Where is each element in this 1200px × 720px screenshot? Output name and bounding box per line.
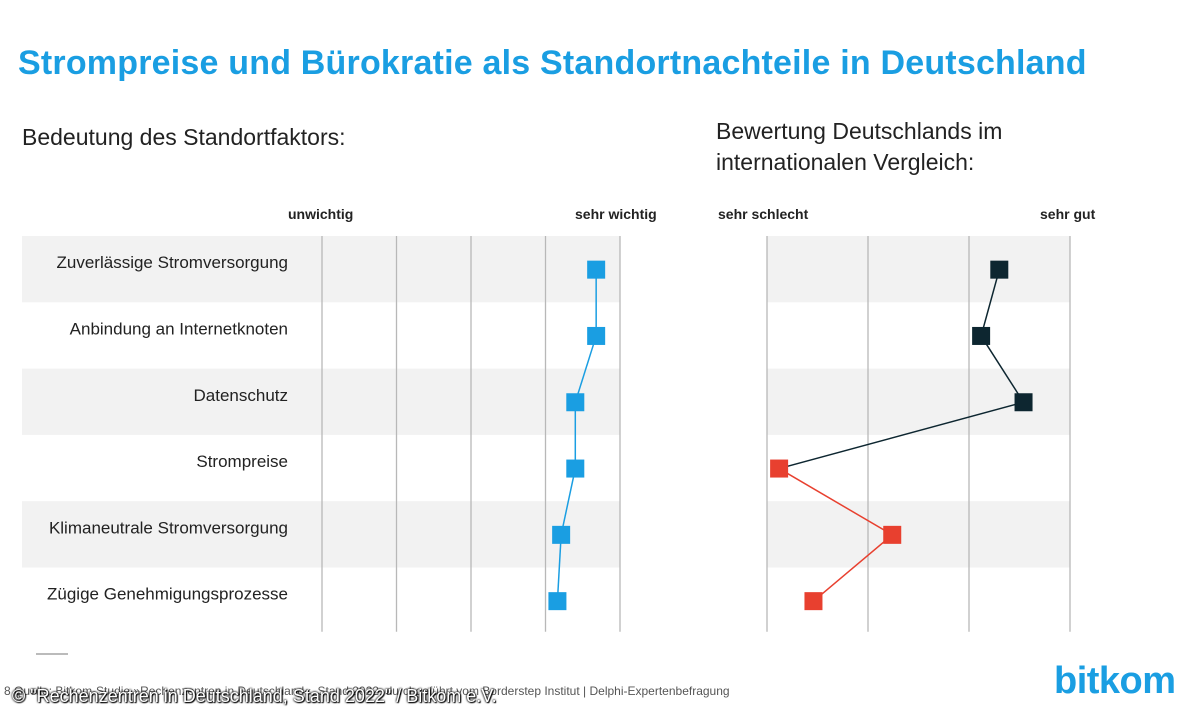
left-axis-min-label: unwichtig [288,206,354,222]
left-axis-max-label: sehr wichtig [575,206,657,222]
left-series-segment [556,534,562,602]
category-label: Anbindung an Internetknoten [70,319,288,338]
right-row-band [767,501,1070,568]
right-series-segment [812,534,893,602]
left-row-band [22,501,620,568]
right-series-segment [778,401,1024,470]
category-label: Strompreise [196,452,288,471]
category-label: Klimaneutrale Stromversorgung [49,518,288,537]
right-chart-subtitle: Bewertung Deutschlands im internationale… [716,118,1003,175]
footer-divider [36,653,68,655]
left-chart-subtitle: Bedeutung des Standortfaktors: [22,124,346,150]
left-series-segment [560,468,577,536]
category-label: Zügige Genehmigungsprozesse [47,585,288,604]
right-series-segment [778,467,893,536]
right-axis-min-label: sehr schlecht [718,206,809,222]
left-series-marker [552,525,571,544]
category-label: Datenschutz [194,386,289,405]
left-series-marker [566,393,585,412]
right-row-band [767,236,1070,303]
right-series-marker [972,326,991,345]
right-axis-max-label: sehr gut [1040,206,1096,222]
right-series-marker [1014,393,1033,412]
right-series-segment [980,335,1025,403]
left-row-band [22,236,620,303]
bitkom-logo: bitkom [1054,660,1176,702]
left-series-marker [587,260,606,279]
right-series-segment [980,269,1001,337]
right-series-marker [770,459,789,478]
source-note: 8 Quelle: Bitkom-Studie »Rechenzentren i… [4,684,730,698]
left-row-band [22,368,620,435]
source-text: Quelle: Bitkom-Studie »Rechenzentren in … [14,684,730,698]
right-series-marker [990,260,1009,279]
copyright-watermark: © "Rechenzentren in Deutschland, Stand 2… [12,686,497,706]
left-series-marker [548,592,567,611]
category-label: Zuverlässige Stromversorgung [57,253,288,272]
right-series-marker [883,525,902,544]
right-series-marker [804,592,823,611]
left-series-marker [587,326,606,345]
left-series-segment [574,335,597,403]
page-title: Strompreise und Bürokratie als Standortn… [18,44,1087,82]
left-series-marker [566,459,585,478]
page-number: 8 [4,684,11,698]
